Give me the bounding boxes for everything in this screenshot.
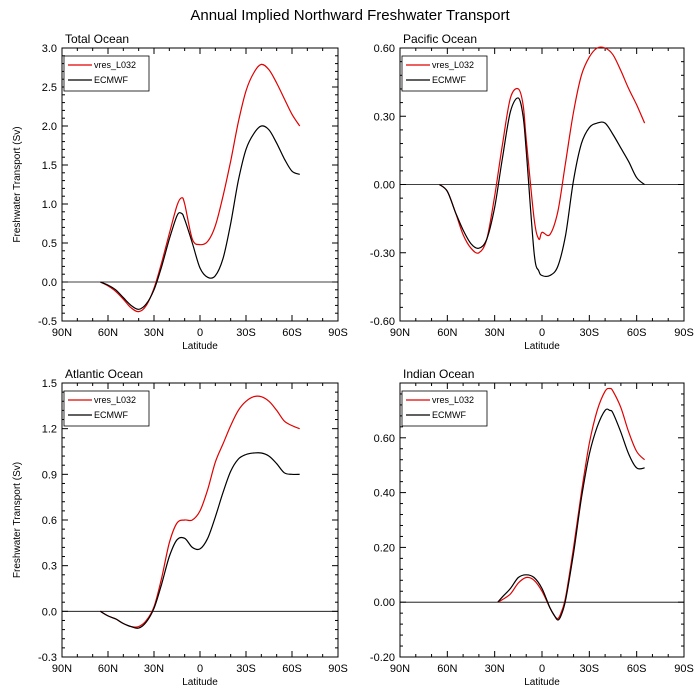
x-tick-label: 60N xyxy=(98,663,118,675)
legend-box xyxy=(63,390,150,427)
x-tick-label: 90S xyxy=(328,663,348,675)
x-tick-label: 90S xyxy=(328,327,348,339)
y-tick-label: 0.3 xyxy=(42,561,57,573)
legend-entry: vres_L032 xyxy=(432,60,474,70)
y-tick-label: 2.0 xyxy=(42,121,57,133)
y-tick-label: 0.6 xyxy=(42,515,57,527)
x-tick-label: 30S xyxy=(580,663,600,675)
x-tick-label: 30N xyxy=(485,327,505,339)
vres-series-line xyxy=(100,63,301,313)
x-tick-label: 30S xyxy=(236,663,256,675)
ecmwf-series-line xyxy=(100,125,300,310)
x-tick-label: 0 xyxy=(539,327,545,339)
y-tick-label: 0.20 xyxy=(374,542,395,554)
x-tick-label: 90N xyxy=(52,327,72,339)
x-tick-label: 90N xyxy=(52,663,72,675)
legend-entry: vres_L032 xyxy=(432,395,474,405)
y-tick-label: -0.5 xyxy=(38,316,57,328)
y-tick-label: -0.20 xyxy=(370,652,395,664)
legend: vres_L032 ECMWF xyxy=(63,390,150,427)
x-tick-label: 60N xyxy=(437,663,457,675)
y-tick-label: 0.00 xyxy=(374,597,395,609)
x-tick-label: 60N xyxy=(98,327,118,339)
y-tick-label: 1.5 xyxy=(42,160,57,172)
panel-indian-ocean: 90N 60N 30N 0 30S 60S 90S -0.20 0.00 0.20 0.40 0.60… xyxy=(370,367,694,688)
panel-title: Total Ocean xyxy=(65,32,129,46)
x-tick-label: 90N xyxy=(390,663,410,675)
y-tick-label: 0.30 xyxy=(374,111,395,123)
x-tick-label: 0 xyxy=(197,663,203,675)
y-tick-label: -0.30 xyxy=(370,248,395,260)
panel-title: Pacific Ocean xyxy=(403,32,477,46)
y-tick-label: -0.60 xyxy=(370,316,395,328)
legend: vres_L032 ECMWF xyxy=(401,55,488,92)
y-tick-label: -0.3 xyxy=(38,652,57,664)
y-tick-label: 0.5 xyxy=(42,238,57,250)
y-tick-label: 0.60 xyxy=(374,43,395,55)
vres-series-line xyxy=(497,387,646,620)
y-tick-label: 1.0 xyxy=(42,199,57,211)
x-axis-label: Latitude xyxy=(524,677,560,688)
x-tick-label: 60S xyxy=(282,327,302,339)
x-tick-label: 30S xyxy=(236,327,256,339)
legend-entry: ECMWF xyxy=(94,75,128,85)
y-tick-label: 0.00 xyxy=(374,180,395,192)
x-axis-label: Latitude xyxy=(182,341,218,352)
x-tick-label: 60N xyxy=(437,327,457,339)
legend-entry: ECMWF xyxy=(94,410,128,420)
x-tick-label: 60S xyxy=(627,327,647,339)
x-tick-label: 90S xyxy=(674,327,694,339)
x-tick-label: 30N xyxy=(485,663,505,675)
ecmwf-series-line xyxy=(497,408,645,621)
legend: vres_L032 ECMWF xyxy=(63,55,150,92)
panel-pacific-ocean: 90N 60N 30N 0 30S 60S 90S -0.60 -0.30 0.00 0.30 0.6… xyxy=(370,32,694,352)
legend: vres_L032 ECMWF xyxy=(401,390,488,427)
legend-box xyxy=(63,55,150,92)
legend-box xyxy=(401,390,488,427)
x-axis-label: Latitude xyxy=(182,677,218,688)
x-tick-label: 0 xyxy=(197,327,203,339)
y-axis-label: Freshwater Transport (Sv) xyxy=(12,462,23,578)
legend-entry: ECMWF xyxy=(432,75,466,85)
x-tick-label: 30S xyxy=(580,327,600,339)
ecmwf-series-line xyxy=(439,97,645,277)
panel-total-ocean: 90N 60N 30N 0 30S 60S 90S -0.5 0.0 0.5 1.0 1.5 2.0 2.… xyxy=(12,32,348,352)
x-tick-label: 30N xyxy=(144,327,164,339)
x-tick-label: 60S xyxy=(627,663,647,675)
legend-box xyxy=(401,55,488,92)
y-tick-label: 0.9 xyxy=(42,469,57,481)
y-tick-label: 1.5 xyxy=(42,378,57,390)
panel-title: Indian Ocean xyxy=(403,367,474,381)
y-tick-label: 0.0 xyxy=(42,606,57,618)
vres-series-line xyxy=(99,395,300,628)
y-axis-label: Freshwater Transport (Sv) xyxy=(12,126,23,242)
y-tick-label: 3.0 xyxy=(42,43,57,55)
y-tick-label: 2.5 xyxy=(42,82,57,94)
legend-entry: vres_L032 xyxy=(94,395,136,405)
x-tick-label: 90N xyxy=(390,327,410,339)
x-tick-label: 60S xyxy=(282,663,302,675)
y-tick-label: 0.60 xyxy=(374,433,395,445)
x-tick-label: 90S xyxy=(674,663,694,675)
y-tick-label: 0.40 xyxy=(374,488,395,500)
y-tick-label: 0.0 xyxy=(42,277,57,289)
x-tick-label: 30N xyxy=(144,663,164,675)
y-tick-label: 1.2 xyxy=(42,424,57,436)
legend-entry: vres_L032 xyxy=(94,60,136,70)
legend-entry: ECMWF xyxy=(432,410,466,420)
panel-atlantic-ocean: 90N 60N 30N 0 30S 60S 90S -0.3 0.0 0.3 0.6 0.9 1.2 1.… xyxy=(12,367,348,688)
ecmwf-series-line xyxy=(99,452,300,629)
figure-title: Annual Implied Northward Freshwater Tran… xyxy=(190,7,510,24)
panel-title: Atlantic Ocean xyxy=(65,367,143,381)
x-axis-label: Latitude xyxy=(524,341,560,352)
x-tick-label: 0 xyxy=(539,663,545,675)
vres-series-line xyxy=(439,46,646,254)
